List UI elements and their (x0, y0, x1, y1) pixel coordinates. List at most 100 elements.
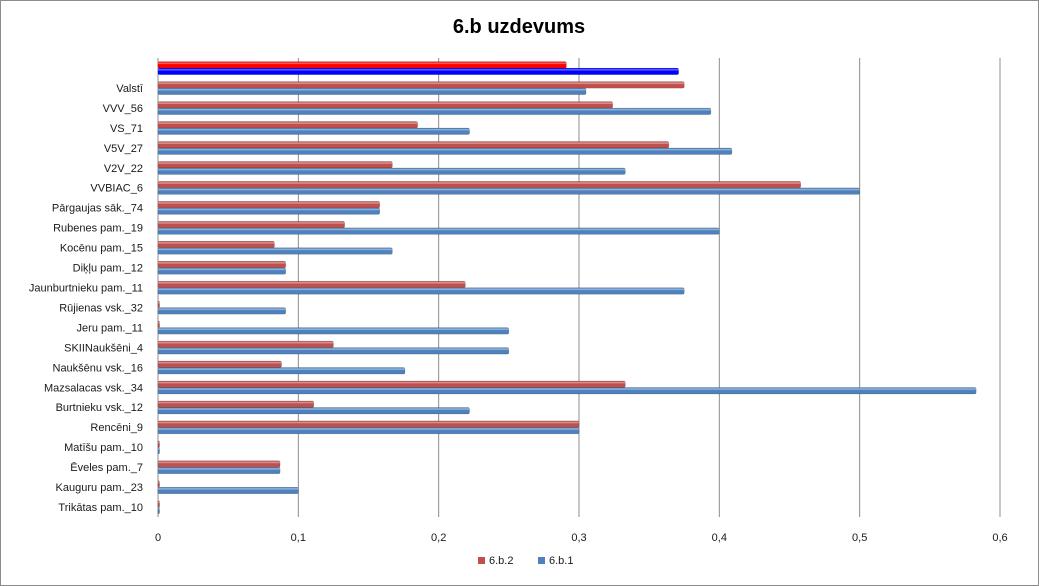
bars (157, 61, 977, 514)
bar-6-b-1 (157, 247, 393, 255)
x-tick-label: 0,2 (431, 532, 446, 544)
x-tick-label: 0,5 (852, 532, 867, 544)
bar-gloss (158, 188, 860, 191)
bar-gloss (158, 82, 685, 85)
bar-gloss (158, 481, 160, 484)
bar-6-b-1 (157, 407, 470, 415)
bar-6-b-2 (157, 300, 160, 308)
bar-6-b-1 (157, 87, 587, 95)
bar-gloss (158, 321, 160, 324)
legend: 6.b.2 6.b.1 (478, 555, 573, 567)
bar-gloss (158, 62, 567, 65)
category-label: Naukšēnu vsk._16 (53, 362, 144, 374)
category-label: Burtnieku vsk._12 (56, 402, 143, 414)
category-label: SKIINaukšēni_4 (64, 342, 143, 354)
bar-6-b-2 (157, 480, 160, 488)
bar-gloss (158, 401, 314, 404)
bar-gloss (158, 288, 685, 291)
bar-gloss (158, 441, 160, 444)
bar-gloss (158, 461, 281, 464)
category-label: Ēveles pam._7 (70, 462, 143, 474)
category-label: Pārgaujas sāk._74 (52, 203, 143, 215)
bar-6-b-1 (157, 367, 406, 375)
bar-gloss (158, 222, 345, 224)
category-label: Rūjienas vsk._32 (59, 302, 143, 314)
category-label: Rencēni_9 (90, 422, 143, 434)
bar-gloss (158, 381, 626, 384)
bar-6-b-1 (157, 506, 160, 514)
bar-gloss (158, 128, 470, 131)
category-label: Kocēnu pam._15 (60, 243, 143, 255)
bar-6-b-1 (157, 107, 712, 115)
bar-6-b-1 (157, 307, 286, 315)
bar-6-b-1 (157, 167, 626, 175)
bar-gloss (158, 208, 380, 211)
bar-gloss (158, 448, 160, 450)
bar-gloss (158, 248, 393, 251)
category-label: Diķļu pam._12 (73, 263, 143, 275)
bar-gloss (158, 282, 466, 284)
category-labels: Trikātas pam._10 Kauguru pam._23 Ēveles pa… (29, 83, 144, 514)
x-tick-label: 0,6 (992, 532, 1007, 544)
legend-label: 6.b.2 (489, 555, 513, 567)
chart-title: 6.b uzdevums (453, 16, 585, 38)
x-tick-labels: 0 0,1 0,2 0,3 0,4 0,5 0,6 (155, 532, 1008, 544)
x-tick-label: 0 (155, 532, 161, 544)
bar-gloss (158, 408, 470, 410)
x-tick-label: 0,1 (291, 532, 306, 544)
bar-6-b-1 (157, 447, 160, 455)
bar-gloss (158, 88, 587, 91)
category-label: Rubenes pam._19 (53, 223, 143, 235)
bar-gloss (158, 328, 509, 331)
category-label: Trikātas pam._10 (58, 502, 143, 514)
category-label: V2V_22 (104, 163, 143, 175)
bar-gloss (158, 102, 613, 104)
bar-6-b-1 (157, 227, 720, 235)
bar-gloss (158, 202, 380, 204)
bar-6-b-1 (157, 327, 510, 335)
bar-gloss (158, 468, 281, 470)
bar-gloss (158, 168, 626, 171)
category-label: VVV_56 (103, 103, 143, 115)
bar-gloss (158, 148, 732, 151)
x-tick-label: 0,3 (571, 532, 586, 544)
bar-6-b-1 (157, 387, 977, 395)
bar-gloss (158, 142, 669, 144)
bar-gloss (158, 182, 801, 184)
bar-gloss (158, 308, 286, 311)
category-label: Mazsalacas vsk._34 (44, 382, 143, 394)
x-tick-label: 0,4 (712, 532, 727, 544)
bar-6-b-1 (157, 67, 679, 75)
bar-gloss (158, 361, 282, 364)
bar-gloss (158, 341, 334, 344)
bar-gloss (158, 488, 299, 490)
category-label: VS_71 (110, 123, 143, 135)
bar-6-b-2 (157, 320, 160, 328)
legend-swatch (538, 557, 545, 564)
category-label: Matīšu pam._10 (64, 442, 143, 454)
bar-gloss (158, 501, 160, 504)
bar-gloss (158, 268, 286, 271)
bar-gloss (158, 421, 579, 424)
bar-6-b-1 (157, 187, 860, 195)
category-label: Valstī (116, 83, 144, 95)
bar-6-b-1 (157, 347, 510, 355)
bar-6-b-1 (157, 147, 733, 155)
category-label: Kauguru pam._23 (56, 482, 143, 494)
bar-gloss (158, 508, 160, 510)
bar-gloss (158, 262, 286, 264)
bar-6-b-1 (157, 487, 299, 495)
bar-gloss (158, 301, 160, 304)
bar-gloss (158, 162, 393, 164)
bar-6-b-1 (157, 467, 281, 475)
bar-6-b-1 (157, 287, 685, 295)
bar-gloss (158, 368, 405, 370)
bar-6-b-1 (157, 127, 470, 135)
bar-6-b-1 (157, 427, 580, 435)
bar-gloss (158, 122, 418, 124)
bar-6-b-1 (157, 267, 286, 275)
legend-swatch (478, 557, 485, 564)
category-label: V5V_27 (104, 143, 143, 155)
category-label: Jaunburtnieku pam._11 (29, 283, 143, 295)
